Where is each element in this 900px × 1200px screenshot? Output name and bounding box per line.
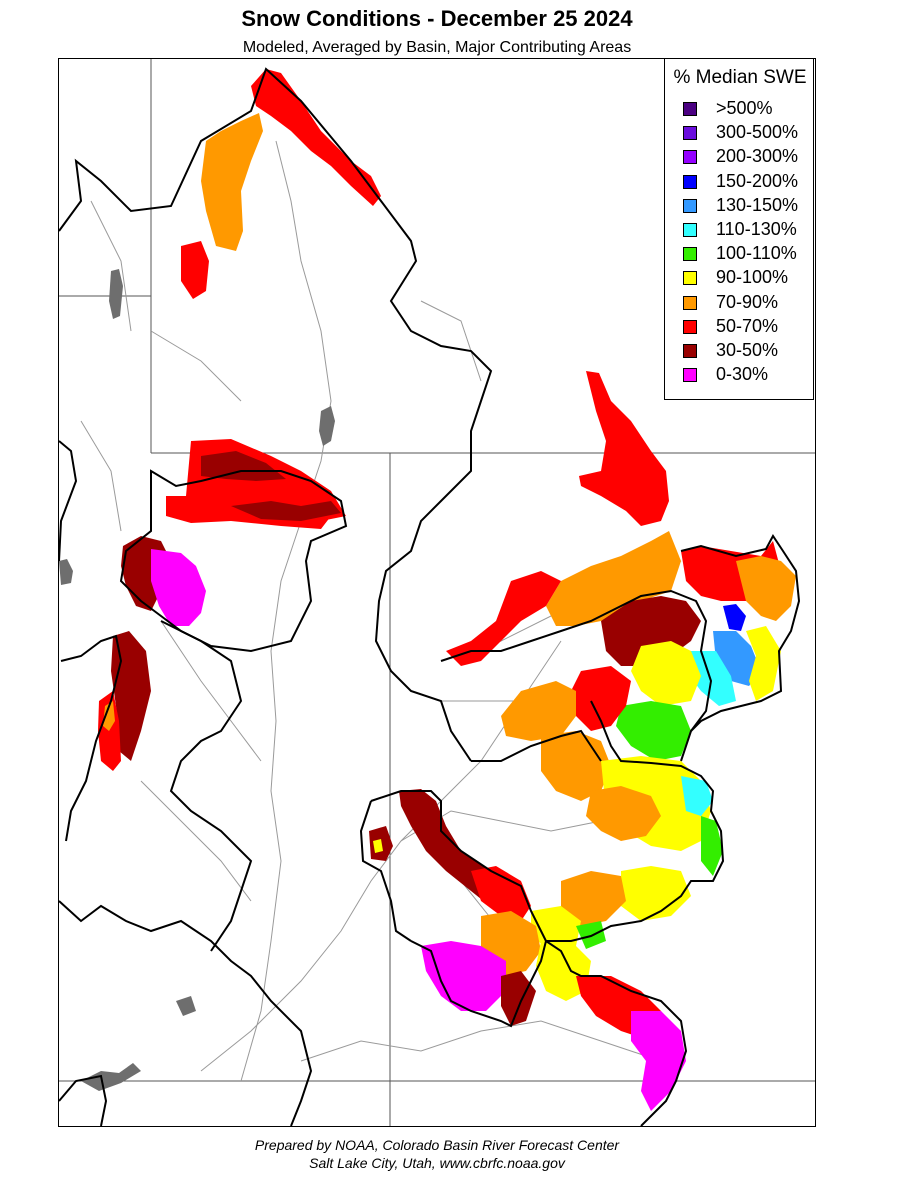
fill-east-orange [736,556,796,621]
legend-label: >500% [716,98,773,118]
basin-outline-price [60,634,123,842]
fill-uinta-north-darkred [201,451,286,481]
map-legend: % Median SWE >500% 300-500% 200-300% 150-20… [664,58,814,400]
legend-label: 90-100% [716,267,789,288]
fill-yampa-orange [546,531,681,626]
basin-outline-north [59,67,493,762]
legend-swatch [683,271,697,286]
legend-swatch [683,126,697,141]
basin-outline-sevier [59,900,313,1126]
legend-label: 100-110% [716,243,797,264]
fill-upper-green-orange [201,113,263,251]
map-subtitle: Modeled, Averaged by Basin, Major Contri… [242,39,632,56]
legend-swatch [683,295,697,310]
river-snake [150,330,242,402]
fill-gunnison-yellow-south [621,866,691,921]
snow-fills [98,69,796,1111]
river-green-upper [275,140,332,522]
legend-swatch [683,198,697,213]
fill-wasatch-orange [103,701,115,731]
fill-uinta-darkred [231,501,341,521]
legend-swatch [683,247,697,262]
river-green-lower [240,520,302,1082]
river-sevier [80,420,122,532]
legend-label: 300-500% [716,122,799,143]
basin-outline-south [59,1074,108,1126]
basin-outline-gunnison [471,729,602,762]
legend-title: % Median SWE [673,67,807,88]
fill-northpark-red [579,371,669,526]
basin-outline-west-dolores [359,800,412,942]
river-bear [90,200,132,332]
fill-gunnison-cyan [681,776,713,816]
fill-upper-green-red [251,69,381,206]
lakes [59,269,335,1091]
map-canvas [59,59,815,1126]
legend-swatch [683,368,697,383]
basin-boundaries [59,67,801,1126]
legend-swatch [683,102,697,116]
river-wind [420,300,482,382]
fill-dolores-orange [561,871,626,926]
lake-mead-arm [176,996,196,1016]
legend-swatch [683,319,697,334]
credit-line-2: Salt Lake City, Utah, www.cbrfc.noaa.gov [309,1155,565,1171]
fill-upper-green-west-red [181,241,209,299]
river-duchesne [160,620,262,762]
legend-label: 130-150% [716,194,799,215]
basin-outline-sanjuan [410,939,688,1126]
river-san-juan [300,1020,662,1062]
fill-sanjuan-north-yellow [531,906,581,951]
basin-outline-west [59,440,78,562]
fill-colorado-headwaters-green [616,701,691,761]
fill-lasal-yellow [373,839,383,853]
legend-label: 110-130% [716,219,797,239]
fill-provo-magenta [151,549,206,626]
fill-sanjuan-yellow [536,941,591,1001]
legend-swatch [683,150,697,165]
fill-sanjuan-magenta-west [421,941,506,1011]
legend-label: 70-90% [716,291,779,312]
legend-label: 30-50% [716,340,779,360]
basin-outline-east [680,534,801,732]
fill-gunnison-green [701,816,723,876]
fill-front-blue [723,604,746,631]
legend-swatch [683,223,697,237]
basin-outline-uinta [119,469,348,653]
fill-yampa-red [446,571,561,666]
map-title: Snow Conditions - December 25 2024 [241,6,633,31]
fill-white-red [571,666,631,731]
utah-lake [59,559,73,585]
bear-lake [109,269,123,319]
legend-label: 200-300% [716,146,799,167]
fill-front-yellow [631,641,701,706]
fill-gunnison-orange [586,786,661,841]
basin-outline-dolores [370,790,547,942]
flaming-gorge [319,406,335,446]
fill-sanjuan-magenta-east [631,1011,686,1111]
fill-white-orange [501,681,576,741]
legend-swatch [683,174,697,189]
basin-outline-duchesne [160,620,253,952]
legend-label: 50-70% [716,315,779,336]
basin-outline-yampa [440,589,713,762]
river-price [140,780,252,902]
legend-label: 0-30% [716,364,769,385]
fill-front-yellow-east [746,626,781,701]
fill-wasatch-red [98,691,121,771]
basin-outline-colorado [546,700,725,942]
credit-line-1: Prepared by NOAA, Colorado Basin River F… [254,1137,620,1153]
fill-sanjuan-darkred [501,971,536,1026]
lake-powell [81,1063,141,1091]
legend-swatch [683,344,697,358]
legend-label: 150-200% [716,170,799,191]
fill-uncompahgre-red [471,866,531,921]
